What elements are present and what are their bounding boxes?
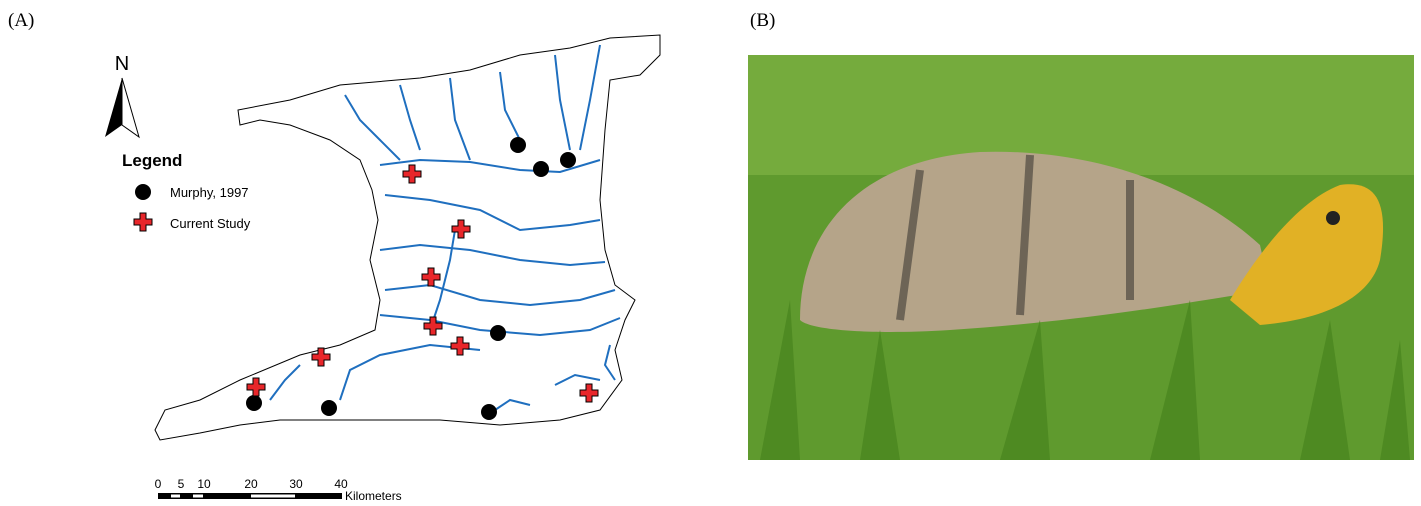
scale-unit: Kilometers — [345, 489, 402, 503]
scale-tick-label: 40 — [334, 477, 348, 491]
scale-tick-label: 30 — [289, 477, 303, 491]
north-label: N — [115, 53, 129, 75]
scale-bar: Kilometers 0 5 10 20 30 40 — [155, 477, 402, 503]
site-marker — [321, 400, 337, 416]
site-marker — [490, 325, 506, 341]
page: {"panels": [{"label": "(A)"}, {"label": … — [0, 0, 1421, 506]
panel-label: (A) — [8, 10, 34, 31]
scale-segment — [171, 495, 180, 498]
scale-segment — [158, 493, 342, 499]
map: N Legend Murphy, 1997 Current Study Kilo… — [105, 35, 660, 503]
turtle-eye — [1326, 211, 1340, 225]
panel-label: (B) — [750, 10, 775, 31]
island-outline — [155, 35, 660, 440]
site-marker — [560, 152, 576, 168]
scale-tick-label: 20 — [244, 477, 258, 491]
north-arrow — [105, 78, 122, 137]
legend-label: Current Study — [170, 216, 251, 231]
legend-title: Legend — [122, 151, 182, 170]
photo-grass — [748, 55, 1414, 175]
scale-tick-label: 5 — [178, 477, 185, 491]
photo — [748, 55, 1414, 460]
scale-tick-label: 0 — [155, 477, 162, 491]
scale-segment — [193, 495, 203, 498]
scale-segment — [251, 495, 295, 498]
north-arrow — [122, 78, 139, 137]
figure: (A) (B) — [0, 0, 1421, 506]
site-marker — [533, 161, 549, 177]
site-marker — [481, 404, 497, 420]
legend-symbol — [135, 184, 151, 200]
site-marker — [510, 137, 526, 153]
scale-tick-label: 10 — [197, 477, 211, 491]
legend-label: Murphy, 1997 — [170, 185, 249, 200]
legend-symbol — [134, 213, 152, 231]
site-marker — [246, 395, 262, 411]
